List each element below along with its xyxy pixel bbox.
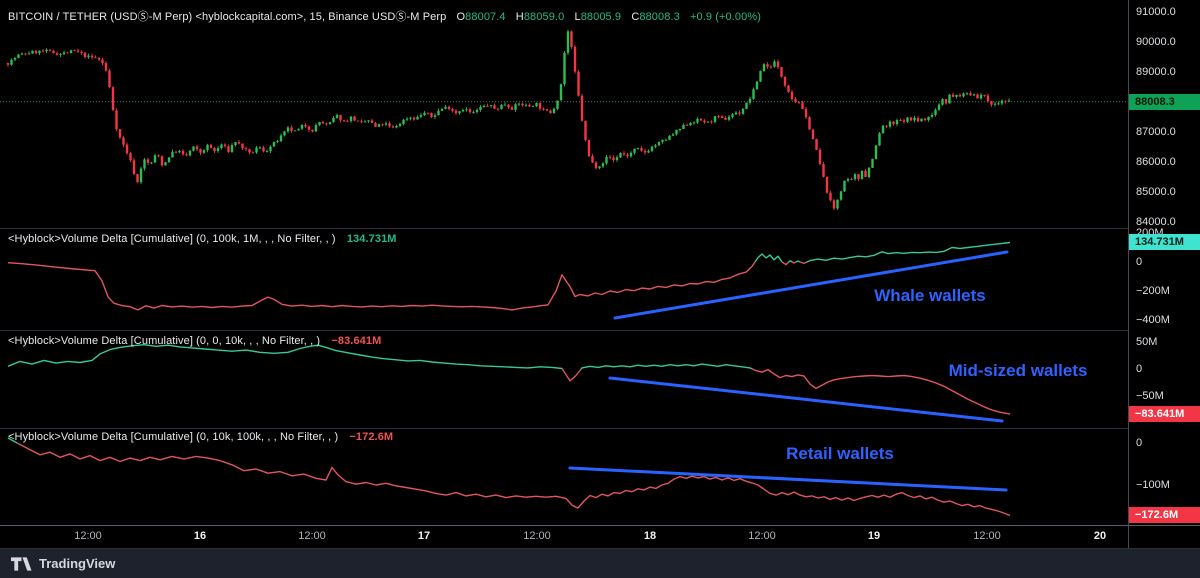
price-axis-label: 85000.0 [1136, 186, 1176, 198]
time-axis-corner [1128, 525, 1200, 548]
mid-sized-wallets-volume-delta-line [7, 344, 1011, 415]
change-value: +0.9 (+0.00%) [689, 11, 761, 23]
annotation-retail-wallets[interactable]: Retail wallets [786, 444, 894, 463]
mid-value-badge: −83.641M [1129, 406, 1200, 422]
last-price-badge: 88008.3 [1129, 94, 1200, 110]
time-axis-label: 16 [193, 530, 207, 542]
mid-indicator-title: <Hyblock>Volume Delta [Cumulative] (0, 0… [8, 335, 321, 347]
price-axis-label: −400M [1136, 314, 1170, 326]
time-axis-label: 20 [1093, 530, 1107, 542]
price-axis-label: 90000.0 [1136, 36, 1176, 48]
pane-separator[interactable] [0, 428, 1200, 429]
footer-bar: TradingView [0, 548, 1200, 578]
whale-indicator-title: <Hyblock>Volume Delta [Cumulative] (0, 1… [8, 233, 336, 245]
price-axis-label: 0 [1136, 437, 1143, 449]
retail-indicator-value: −172.6M [349, 431, 394, 443]
mid-indicator-legend: <Hyblock>Volume Delta [Cumulative] (0, 0… [8, 335, 381, 347]
low-label: L [574, 11, 581, 23]
price-axis-label: 89000.0 [1136, 66, 1176, 78]
symbol-legend: BITCOIN / TETHER (USDⓈ-M Perp) <hyblockc… [8, 8, 761, 24]
time-axis-label: 12:00 [748, 530, 776, 542]
trendline-whale-wallets-volume-delta[interactable] [613, 250, 1009, 320]
trendline-retail-wallets-volume-delta[interactable] [568, 466, 1008, 492]
price-axis-label: 84000.0 [1136, 216, 1176, 228]
price-axis-label: −50M [1136, 390, 1164, 402]
trendline-mid-sized-wallets-volume-delta[interactable] [608, 376, 1004, 423]
open-value: 88007.4 [465, 11, 506, 23]
pane-separator[interactable] [0, 228, 1200, 229]
candlestick-series [6, 29, 1011, 211]
open-label: O [456, 11, 466, 23]
tradingview-logo[interactable] [11, 556, 32, 571]
retail-indicator-title: <Hyblock>Volume Delta [Cumulative] (0, 1… [8, 431, 339, 443]
retail-value-badge: −172.6M [1129, 507, 1200, 523]
low-value: 88005.9 [580, 11, 622, 23]
whale-wallets-volume-delta-line [7, 241, 1011, 311]
price-axis-label: 0 [1136, 256, 1143, 268]
price-axis-label: 91000.0 [1136, 6, 1176, 18]
whale-indicator-value: 134.731M [346, 233, 397, 245]
retail-wallets-volume-delta-line [7, 437, 1011, 517]
chart-canvas[interactable] [0, 0, 1128, 525]
close-value: 88008.3 [639, 11, 680, 23]
whale-indicator-legend: <Hyblock>Volume Delta [Cumulative] (0, 1… [8, 233, 397, 245]
time-axis-label: 12:00 [973, 530, 1001, 542]
tradingview-logo-icon [11, 556, 32, 571]
time-axis[interactable]: 12:00 16 12:00 17 12:00 18 12:00 19 12:00 20 [0, 525, 1128, 548]
time-axis-label: 12:00 [74, 530, 102, 542]
annotation-mid-sized-wallets[interactable]: Mid-sized wallets [948, 361, 1088, 380]
close-label: C [631, 11, 640, 23]
price-axis-label: 87000.0 [1136, 126, 1176, 138]
annotation-whale-wallets[interactable]: Whale wallets [874, 286, 986, 305]
price-axis-label: −100M [1136, 479, 1170, 491]
price-axis-label: 0 [1136, 363, 1143, 375]
whale-value-badge: 134.731M [1129, 234, 1200, 250]
high-label: H [515, 11, 524, 23]
price-axis-label: 50M [1136, 336, 1158, 348]
mid-indicator-value: −83.641M [331, 335, 382, 347]
footer-brand-text[interactable]: TradingView [39, 556, 116, 571]
price-axis-label: 86000.0 [1136, 156, 1176, 168]
price-axis[interactable]: 91000.0 90000.0 89000.0 87000.0 86000.0 85000… [1128, 0, 1200, 525]
time-axis-label: 12:00 [298, 530, 326, 542]
time-axis-label: 18 [643, 530, 657, 542]
time-axis-label: 19 [867, 530, 881, 542]
time-axis-label: 12:00 [523, 530, 551, 542]
pane-separator[interactable] [0, 330, 1200, 331]
price-axis-label: −200M [1136, 285, 1170, 297]
symbol-title: BITCOIN / TETHER (USDⓈ-M Perp) <hyblockc… [8, 11, 447, 23]
time-axis-label: 17 [417, 530, 431, 542]
retail-indicator-legend: <Hyblock>Volume Delta [Cumulative] (0, 1… [8, 431, 393, 443]
high-value: 88059.0 [523, 11, 565, 23]
